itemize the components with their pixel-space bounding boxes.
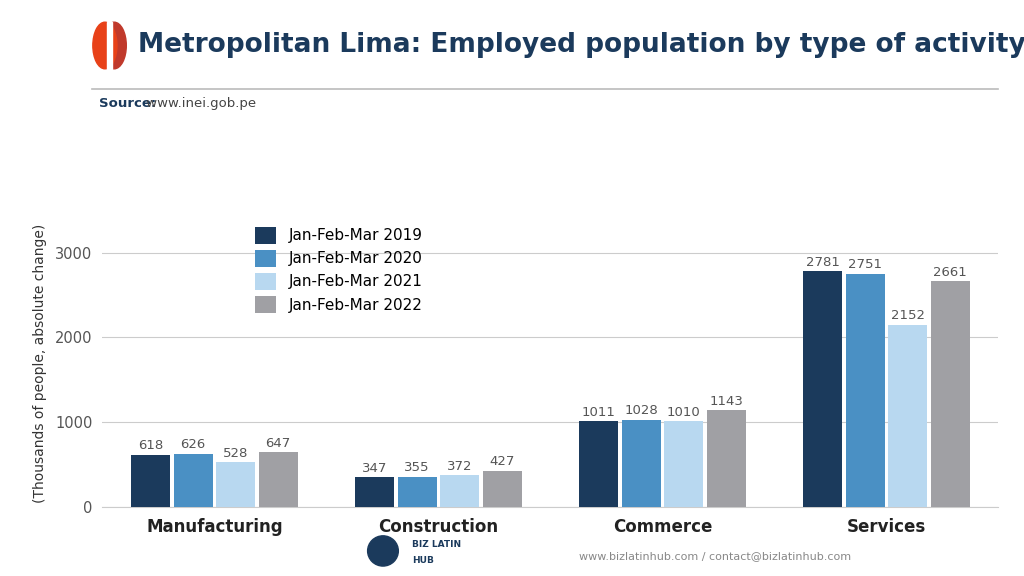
Ellipse shape (102, 22, 126, 69)
Bar (888, 325, 928, 507)
Ellipse shape (368, 536, 398, 566)
Text: 1010: 1010 (667, 406, 700, 419)
Y-axis label: (Thousands of people, absolute change): (Thousands of people, absolute change) (33, 223, 47, 502)
Text: www.bizlatinhub.com / contact@bizlatinhub.com: www.bizlatinhub.com / contact@bizlatinhu… (579, 551, 851, 561)
Bar (259, 452, 298, 507)
Text: www.inei.gob.pe: www.inei.gob.pe (142, 97, 256, 110)
Bar (173, 454, 213, 507)
Bar (216, 462, 255, 507)
Bar (803, 271, 842, 507)
Bar (846, 274, 885, 507)
Bar (482, 471, 522, 507)
Bar (440, 475, 479, 507)
Text: 528: 528 (223, 447, 249, 460)
Text: 2751: 2751 (848, 259, 882, 271)
Text: 647: 647 (265, 437, 291, 450)
Bar (106, 22, 113, 69)
Text: Metropolitan Lima: Employed population by type of activity: Metropolitan Lima: Employed population b… (138, 32, 1024, 58)
Bar (131, 454, 170, 507)
Bar (355, 478, 394, 507)
Text: 626: 626 (180, 438, 206, 452)
Legend: Jan-Feb-Mar 2019, Jan-Feb-Mar 2020, Jan-Feb-Mar 2021, Jan-Feb-Mar 2022: Jan-Feb-Mar 2019, Jan-Feb-Mar 2020, Jan-… (249, 221, 429, 319)
Text: HUB: HUB (412, 556, 434, 564)
Text: 1143: 1143 (710, 395, 743, 408)
Bar (622, 420, 660, 507)
Text: Source:: Source: (99, 97, 157, 110)
Bar (579, 421, 618, 507)
Text: 347: 347 (361, 462, 387, 475)
Text: 2781: 2781 (806, 256, 840, 269)
Text: 1028: 1028 (625, 404, 658, 418)
Text: 618: 618 (138, 439, 163, 452)
Bar (707, 410, 745, 507)
Text: 2152: 2152 (891, 309, 925, 322)
Bar (931, 282, 970, 507)
Bar (665, 421, 703, 507)
Text: 2661: 2661 (933, 266, 967, 279)
Text: BIZ LATIN: BIZ LATIN (412, 540, 461, 548)
Text: 355: 355 (404, 461, 430, 475)
Text: 1011: 1011 (582, 406, 615, 419)
Text: 372: 372 (446, 460, 472, 473)
Bar (397, 477, 436, 507)
Text: 427: 427 (489, 456, 515, 468)
Ellipse shape (93, 22, 117, 69)
